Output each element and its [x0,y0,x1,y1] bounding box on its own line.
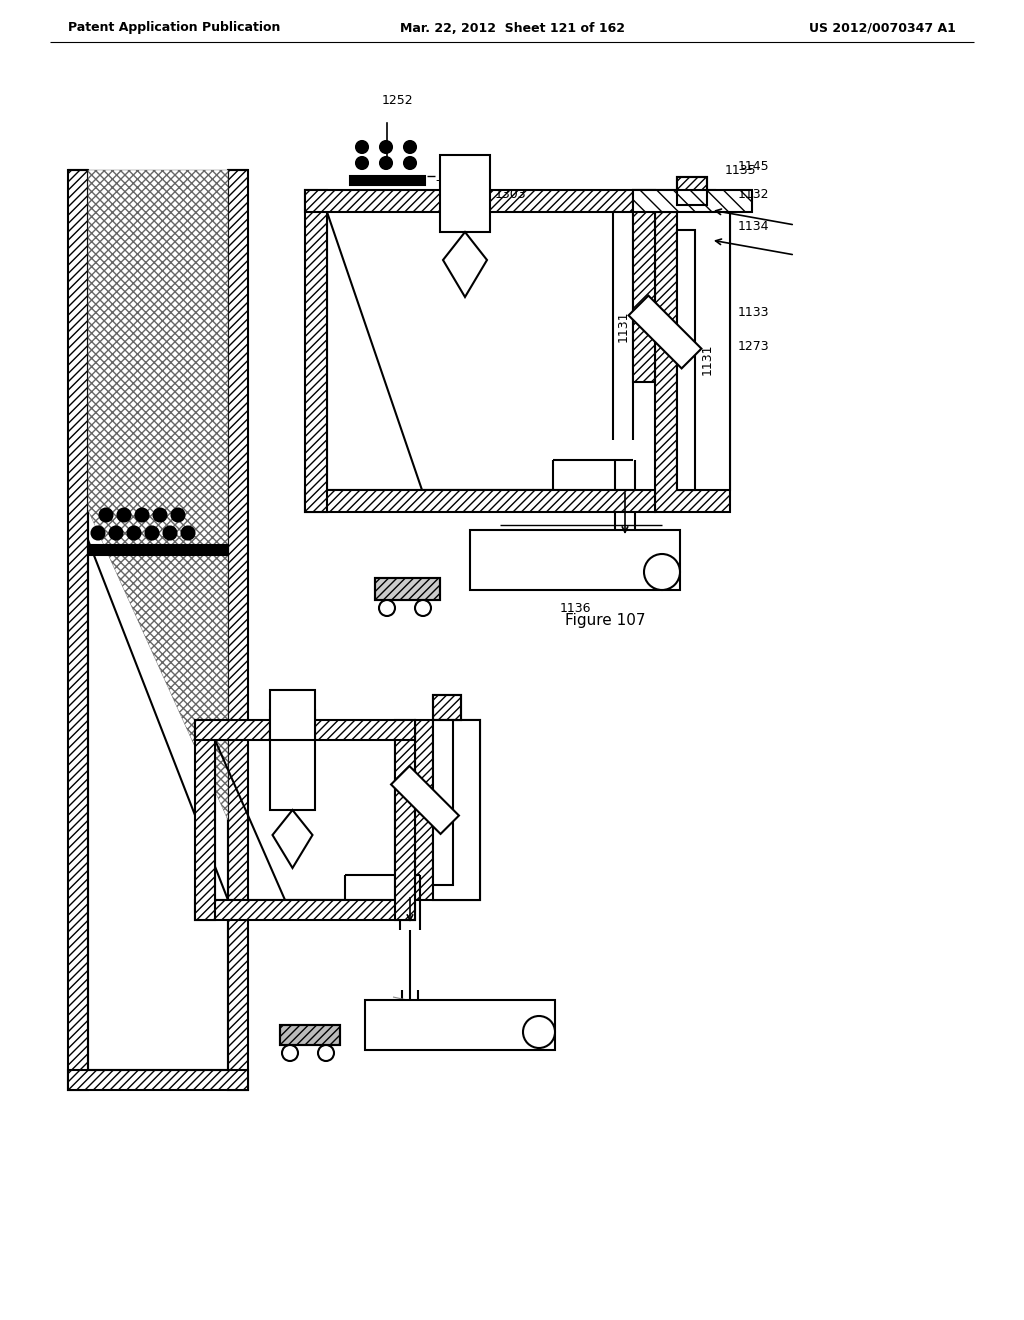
Text: 1252: 1252 [382,94,414,107]
Circle shape [379,601,395,616]
Text: 1133: 1133 [738,305,769,318]
Bar [305,190,715,213]
Circle shape [171,508,184,521]
Bar [305,490,655,512]
Circle shape [523,1016,555,1048]
Polygon shape [443,232,487,297]
Bar [68,170,88,1090]
Bar [68,1071,248,1090]
Bar [88,545,228,554]
Circle shape [118,508,130,521]
Circle shape [404,141,416,153]
Bar [433,696,461,719]
Bar [375,578,440,601]
Bar [677,230,695,490]
Circle shape [154,508,167,521]
Bar [270,690,315,741]
Bar [375,578,440,601]
Circle shape [145,527,159,540]
Text: 1303: 1303 [495,187,526,201]
Polygon shape [88,170,228,820]
Text: US 2012/0070347 A1: US 2012/0070347 A1 [809,21,956,34]
Circle shape [356,141,368,153]
Bar [305,190,327,512]
Bar [433,719,453,884]
Bar [677,205,730,490]
Bar [270,710,315,810]
Text: 1145: 1145 [738,161,770,173]
Circle shape [91,527,104,540]
Bar [470,531,680,590]
Circle shape [380,141,392,153]
Text: 1134: 1134 [738,220,769,234]
Circle shape [356,157,368,169]
Circle shape [318,1045,334,1061]
Bar [433,696,461,719]
Bar [280,1026,340,1045]
Circle shape [110,527,123,540]
Text: 1273: 1273 [738,341,770,354]
Bar [655,205,730,512]
Circle shape [128,527,140,540]
Bar [633,190,655,381]
Text: 1132: 1132 [738,189,769,202]
Bar [228,170,248,1090]
Bar [677,177,707,205]
Bar [440,154,490,232]
Bar [433,719,480,900]
Circle shape [282,1045,298,1061]
Bar [395,719,415,920]
Circle shape [380,157,392,169]
Bar [195,719,415,741]
Bar [195,900,415,920]
Text: -1313: -1313 [435,173,471,186]
Polygon shape [391,766,459,834]
Bar [365,1001,555,1049]
Bar [633,190,752,213]
Text: 1135: 1135 [725,164,757,177]
Circle shape [99,508,113,521]
Circle shape [404,157,416,169]
Text: Patent Application Publication: Patent Application Publication [68,21,281,34]
Circle shape [181,527,195,540]
Text: Figure 107: Figure 107 [565,612,645,627]
Polygon shape [629,296,701,368]
Bar [415,719,480,900]
Text: 1131: 1131 [700,343,714,375]
Circle shape [415,601,431,616]
Circle shape [135,508,148,521]
Text: Mar. 22, 2012  Sheet 121 of 162: Mar. 22, 2012 Sheet 121 of 162 [399,21,625,34]
Bar [677,177,707,205]
Bar [350,176,425,185]
Circle shape [644,554,680,590]
Text: 1131: 1131 [616,310,630,342]
Circle shape [164,527,176,540]
Polygon shape [272,810,312,869]
Bar [195,719,215,920]
Text: 1136: 1136 [559,602,591,615]
Bar [280,1026,340,1045]
